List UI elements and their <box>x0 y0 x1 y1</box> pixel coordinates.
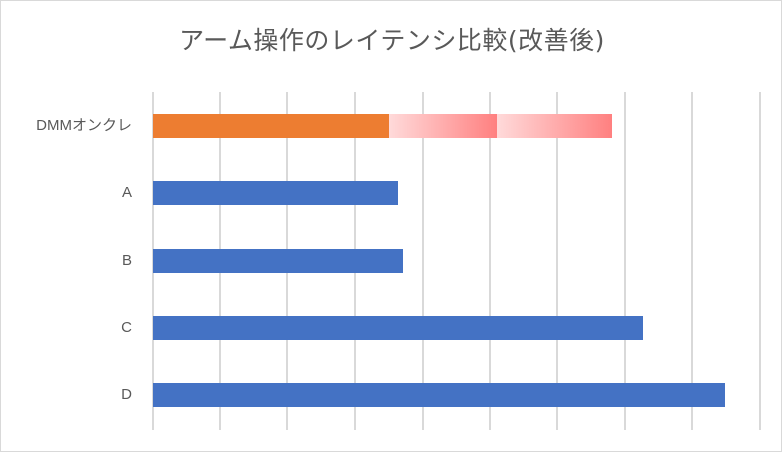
category-label-a: A <box>121 184 132 201</box>
gridline <box>556 92 558 430</box>
gridline <box>489 92 491 430</box>
bar-d <box>153 383 725 407</box>
category-label-c: C <box>121 319 132 336</box>
bar-dmm-range-segment-2 <box>497 114 612 138</box>
gridline <box>422 92 424 430</box>
bar-b <box>153 249 403 273</box>
category-label-d: D <box>121 386 132 403</box>
gridline <box>691 92 693 430</box>
category-label-b: B <box>121 252 132 269</box>
bar-dmm-measured <box>153 114 389 138</box>
chart-title: アーム操作のレイテンシ比較(改善後) <box>179 26 605 55</box>
plot-area <box>152 92 761 430</box>
bar-dmm-range-segment-1 <box>389 114 497 138</box>
bar-a <box>153 181 398 205</box>
gridline <box>759 92 761 430</box>
category-label-dmm: DMMオンクレ <box>36 117 132 134</box>
bar-c <box>153 316 643 340</box>
gridline <box>624 92 626 430</box>
